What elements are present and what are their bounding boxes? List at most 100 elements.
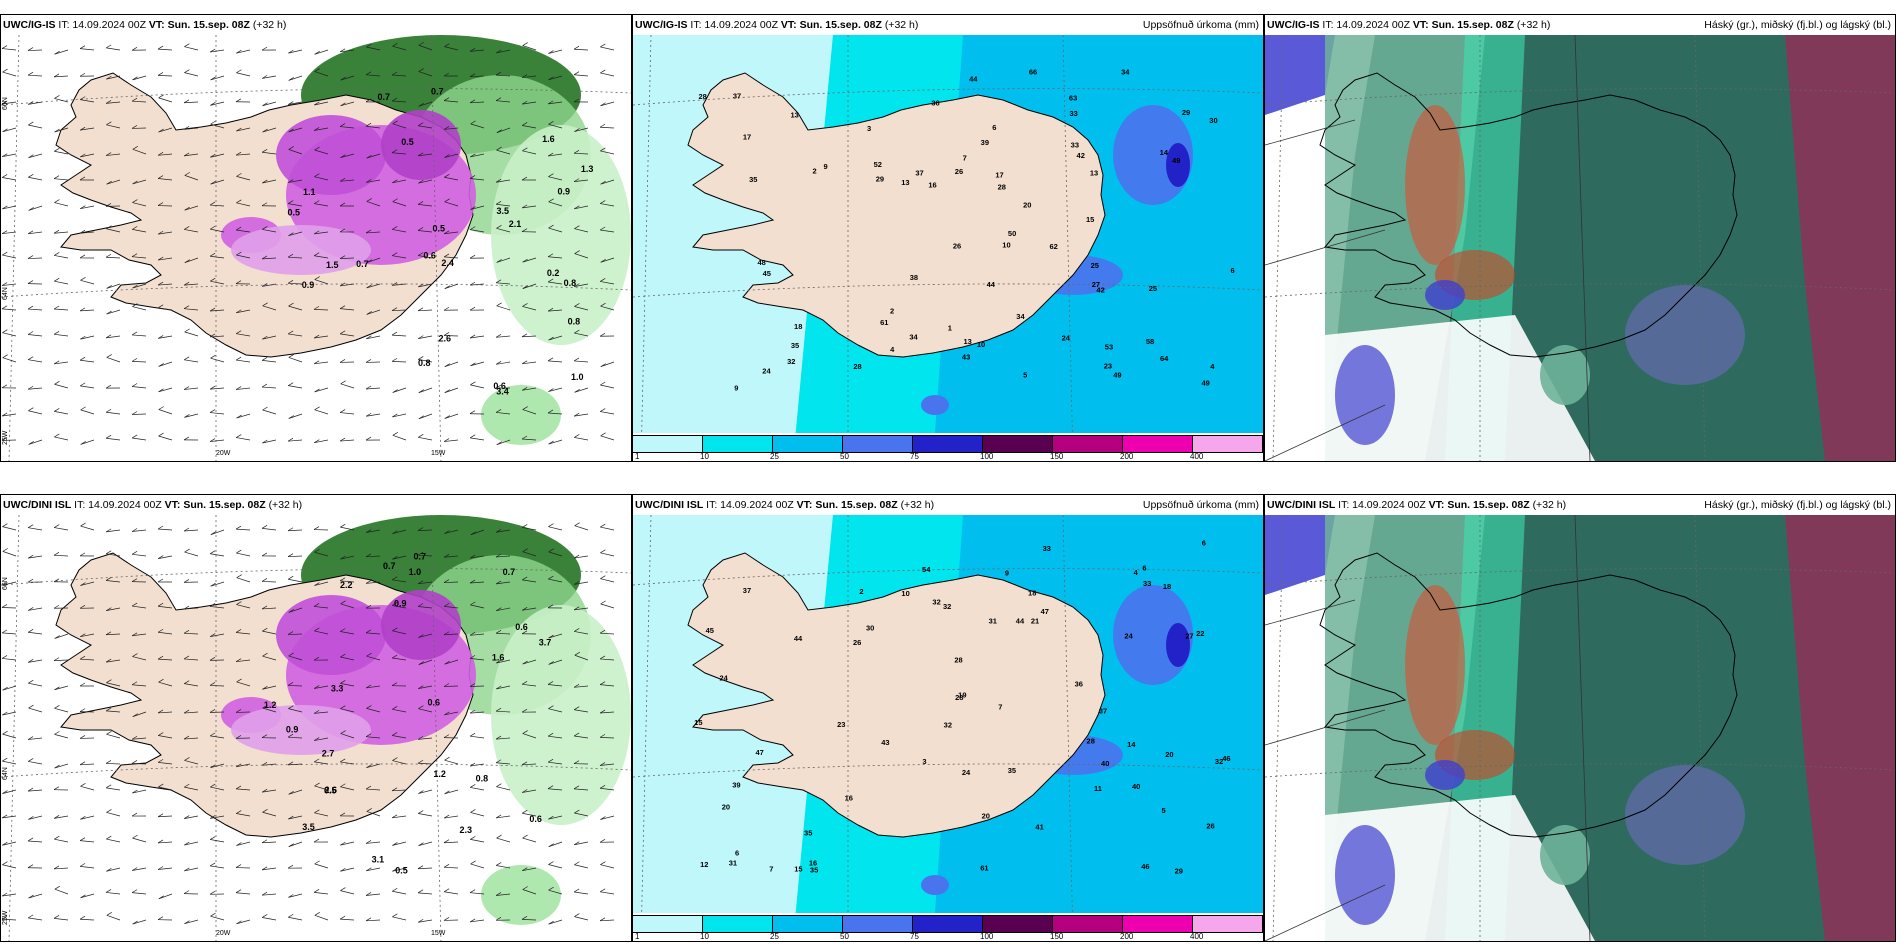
snow-map: 3.5 0.7 2.2 0.6 1.2 3.3 2.7 2.6 3.7 1.6 0.9 0.7 0.8 0… [1,515,631,941]
precip-value-label: 34 [909,332,918,341]
precip-value-label: 15 [794,864,802,873]
precip-value-label: 31 [729,859,737,868]
legend-tick-label: 200 [1120,932,1134,941]
legend-color-boxes [633,915,1263,933]
legend-tick-label: 50 [840,932,849,941]
precip-value-label: 32 [787,357,795,366]
precip-map: 2425504436665863536149293444245227452630… [633,35,1263,461]
valid-time: Sun. 15.sep. 08Z [799,19,882,31]
iceland-coastline [687,72,1106,358]
snow-value-label: 0.5 [433,224,446,234]
precip-value-label: 42 [1096,286,1104,295]
precip-value-label: 64 [1160,354,1169,363]
snow-value-label: 0.7 [383,561,396,571]
snow-value-label: 0.2 [547,268,560,278]
precip-value-label: 43 [881,738,889,747]
precip-labels: 2425504436665863536149293444245227452630… [699,67,1235,392]
model-name: UWC/DINI ISL [635,499,704,511]
snow-value-label: 0.7 [503,567,516,577]
precip-value-label: 21 [1031,616,1039,625]
legend-tick-label: 25 [770,452,779,461]
legend-color-box [1193,436,1263,452]
model-name: UWC/IG-IS [1267,19,1320,31]
precip-value-label: 46 [1141,862,1149,871]
snow-value-label: 0.8 [418,358,431,368]
legend-color-box [773,436,843,452]
precip-map: 2829406137324319462332441865113035322720… [633,515,1263,941]
precip-value-label: 11 [1094,784,1102,793]
precip-value-label: 4 [1210,362,1215,371]
snow-value-label: 0.8 [564,278,577,288]
valid-time-label: VT: [796,499,813,511]
precip-value-label: 45 [763,269,771,278]
precip-value-label: 61 [980,863,988,872]
snow-value-label: 0.7 [377,92,390,102]
snow-value-label: 0.7 [414,551,427,561]
cloud-map [1265,35,1895,461]
model-name: UWC/IG-IS [3,19,56,31]
legend-color-box [983,916,1053,932]
snow-labels: 3.5 0.7 2.2 0.6 1.2 3.3 2.7 2.6 3.7 1.6 0.9 0.7 0.8 0… [264,551,551,875]
snow-value-label: 2.6 [438,334,451,344]
snow-value-label: 2.2 [340,580,353,590]
precip-value-label: 9 [823,162,827,171]
legend-tick-label: 25 [770,932,779,941]
precip-value-label: 2 [812,166,816,175]
snow-value-label: 0.5 [288,207,301,217]
precip-value-label: 15 [1086,215,1094,224]
snow-value-label: 0.8 [568,316,581,326]
legend-color-box [843,916,913,932]
precip-value-label: 39 [732,780,740,789]
legend-tick-label: 400 [1190,932,1204,941]
precip-value-label: 4 [890,345,895,354]
snow-value-label: 1.6 [542,134,555,144]
iceland-coastline [1319,552,1738,838]
precip-value-label: 20 [982,811,990,820]
legend-color-box [1053,916,1123,932]
snow-value-label: 0.9 [394,598,407,608]
precip-value-label: 66 [1029,67,1037,76]
snow-value-label: 0.5 [401,137,414,147]
precip-value-label: 9 [1005,568,1009,577]
precip-value-label: 13 [963,337,971,346]
valid-time-label: VT: [148,19,165,31]
precip-value-label: 2 [859,587,863,596]
valid-time: Sun. 15.sep. 08Z [815,499,898,511]
precip-value-label: 14 [1127,740,1136,749]
cloud-map [1265,515,1895,941]
precip-value-label: 47 [755,748,763,757]
precip-value-label: 40 [1132,782,1140,791]
snow-value-label: 2.4 [441,258,454,268]
precip-value-label: 48 [757,258,765,267]
precip-value-label: 24 [1062,333,1071,342]
legend-tick-label: 150 [1050,452,1064,461]
legend-tick-label: 75 [910,932,919,941]
precip-value-label: 44 [987,280,996,289]
precip-value-label: 31 [989,616,997,625]
precip-value-label: 15 [694,718,702,727]
precip-value-label: 6 [1202,539,1206,548]
valid-time-label: VT: [1412,19,1429,31]
precip-value-label: 28 [954,656,962,665]
precip-value-label: 28 [699,92,707,101]
precip-value-label: 26 [1206,822,1214,831]
valid-time: Sun. 15.sep. 08Z [1431,19,1514,31]
legend-tick-label: 150 [1050,932,1064,941]
forecast-offset: (+32 h) [900,499,935,511]
precip-value-label: 23 [1104,362,1112,371]
legend-color-box [913,436,983,452]
legend-color-box [1123,916,1193,932]
precip-value-label: 49 [1113,371,1121,380]
panel-clouds-dini: UWC/DINI ISL IT: 14.09.2024 00Z VT: Sun.… [1264,494,1896,942]
snow-value-label: 1.0 [409,567,422,577]
legend-color-box [633,916,703,932]
precip-value-label: 40 [1101,759,1109,768]
precip-value-label: 42 [1077,151,1085,160]
precip-value-label: 44 [1016,617,1025,626]
precip-value-label: 49 [1172,156,1180,165]
projection-lines [1265,515,1591,941]
wind-barbs [1,41,615,446]
axis-label-25w: 25W [2,910,9,925]
precip-value-label: 29 [876,174,884,183]
panel-variable-title: Uppsöfnuð úrkoma (mm) [1142,19,1259,31]
